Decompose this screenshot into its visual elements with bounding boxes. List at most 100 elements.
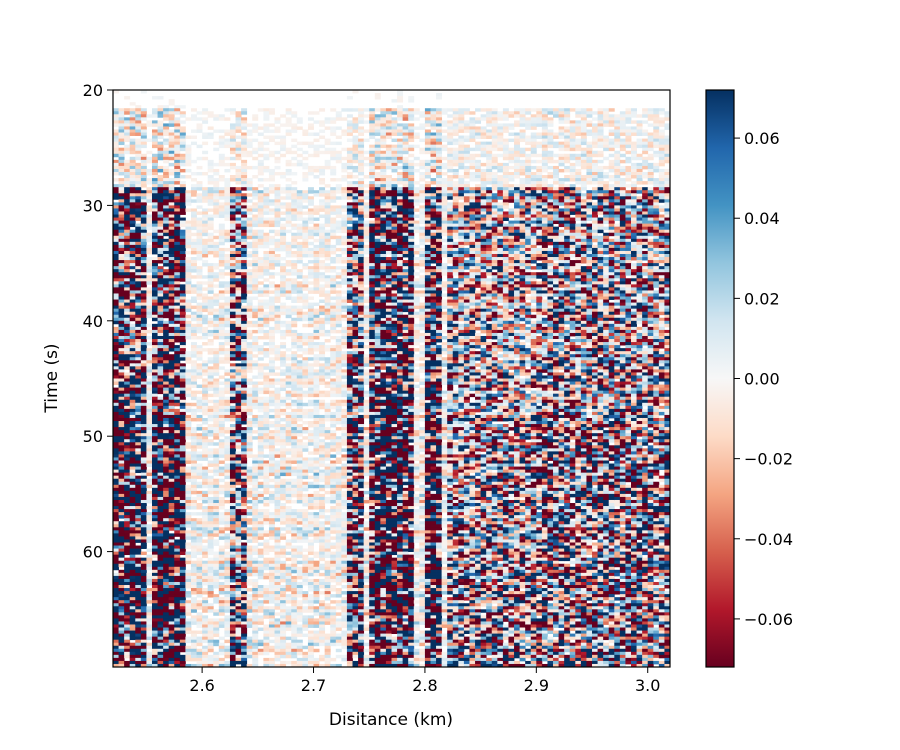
heatmap-cell <box>151 196 158 200</box>
heatmap-cell <box>252 257 259 261</box>
heatmap-cell <box>202 509 209 513</box>
heatmap-cell <box>252 187 259 191</box>
heatmap-cell <box>168 457 175 461</box>
heatmap-cell <box>174 578 181 583</box>
heatmap-cell <box>140 639 147 644</box>
heatmap-cell <box>179 478 186 483</box>
heatmap-cell <box>185 506 192 510</box>
heatmap-cell <box>246 663 253 668</box>
heatmap-cell <box>280 506 287 510</box>
heatmap-cell <box>213 308 220 313</box>
heatmap-cell <box>124 490 131 495</box>
heatmap-cell <box>185 229 192 234</box>
heatmap-cell <box>229 162 236 167</box>
heatmap-cell <box>280 609 287 613</box>
heatmap-cell <box>129 308 136 313</box>
heatmap-cell <box>229 357 236 361</box>
heatmap-cell <box>280 503 287 507</box>
heatmap-cell <box>146 469 153 474</box>
heatmap-cell <box>246 618 253 622</box>
heatmap-cell <box>202 220 209 225</box>
heatmap-cell <box>179 351 186 355</box>
heatmap-cell <box>113 275 119 279</box>
heatmap-cell <box>241 481 248 486</box>
heatmap-cell <box>268 275 275 279</box>
heatmap-cell <box>213 417 220 422</box>
heatmap-cell <box>257 421 264 425</box>
heatmap-cell <box>174 250 181 255</box>
heatmap-cell <box>257 594 264 598</box>
heatmap-cell <box>202 217 209 221</box>
heatmap-cell <box>241 381 248 385</box>
heatmap-cell <box>124 575 131 580</box>
heatmap-cell <box>274 253 281 258</box>
heatmap-cell <box>274 414 281 419</box>
heatmap-cell <box>229 241 236 246</box>
heatmap-cell <box>196 269 203 273</box>
heatmap-cell <box>241 226 248 231</box>
heatmap-cell <box>274 387 281 392</box>
heatmap-cell <box>224 457 231 461</box>
heatmap-cell <box>229 132 236 136</box>
heatmap-cell <box>218 263 225 267</box>
heatmap-cell <box>151 581 158 586</box>
heatmap-cell <box>207 393 214 398</box>
heatmap-cell <box>174 588 181 592</box>
heatmap-cell <box>213 454 220 458</box>
heatmap-cell <box>252 457 259 461</box>
heatmap-cell <box>140 433 147 437</box>
heatmap-cell <box>229 597 236 601</box>
heatmap-cell <box>174 290 181 294</box>
heatmap-cell <box>229 460 236 464</box>
heatmap-cell <box>140 648 147 653</box>
heatmap-cell <box>252 253 259 258</box>
heatmap-cell <box>246 178 253 182</box>
heatmap-cell <box>157 408 164 413</box>
heatmap-cell <box>218 393 225 398</box>
heatmap-cell <box>146 196 153 200</box>
heatmap-cell <box>280 548 287 552</box>
heatmap-cell <box>274 484 281 489</box>
heatmap-cell <box>202 293 209 297</box>
heatmap-cell <box>151 645 158 650</box>
heatmap-cell <box>241 630 248 634</box>
heatmap-cell <box>213 402 220 407</box>
heatmap-cell <box>163 223 170 228</box>
heatmap-cell <box>135 132 142 136</box>
heatmap-cell <box>268 284 275 288</box>
heatmap-cell <box>179 645 186 650</box>
heatmap-cell <box>263 594 270 598</box>
heatmap-cell <box>246 275 253 279</box>
heatmap-cell <box>229 305 236 310</box>
heatmap-cell <box>135 120 142 124</box>
heatmap-cell <box>224 557 231 562</box>
heatmap-cell <box>113 651 119 656</box>
heatmap-cell <box>140 250 147 255</box>
heatmap-cell <box>157 648 164 653</box>
heatmap-cell <box>235 281 242 285</box>
heatmap-cell <box>229 530 236 534</box>
heatmap-cell <box>151 548 158 552</box>
heatmap-cell <box>151 463 158 467</box>
heatmap-cell <box>252 591 259 595</box>
heatmap-cell <box>202 199 209 203</box>
heatmap-cell <box>113 193 119 197</box>
heatmap-cell <box>207 551 214 556</box>
heatmap-cell <box>157 111 164 115</box>
heatmap-cell <box>213 366 220 370</box>
heatmap-cell <box>185 591 192 595</box>
heatmap-cell <box>274 657 281 662</box>
heatmap-cell <box>124 451 131 455</box>
heatmap-cell <box>263 190 270 194</box>
heatmap-cell <box>157 135 164 139</box>
heatmap-cell <box>157 108 164 112</box>
heatmap-cell <box>118 217 125 221</box>
heatmap-cell <box>140 575 147 580</box>
heatmap-cell <box>196 490 203 495</box>
heatmap-cell <box>252 563 259 568</box>
heatmap-cell <box>146 235 153 240</box>
heatmap-cell <box>213 581 220 586</box>
heatmap-cell <box>174 284 181 288</box>
heatmap-cell <box>129 493 136 498</box>
heatmap-cell <box>129 381 136 385</box>
